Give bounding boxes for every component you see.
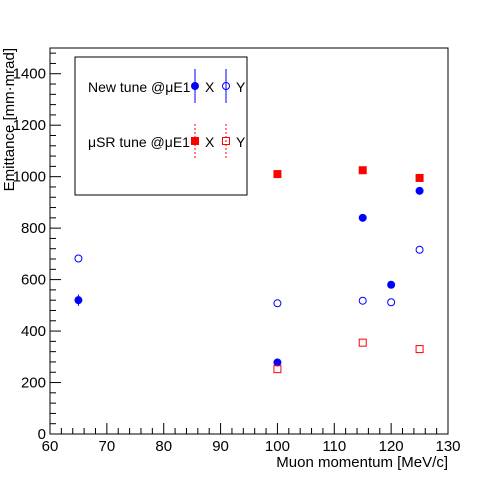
data-point bbox=[387, 298, 396, 307]
data-point bbox=[273, 299, 282, 308]
legend-box bbox=[74, 56, 248, 196]
y-tick-label: 1400 bbox=[13, 66, 46, 83]
y-tick-label: 0 bbox=[38, 426, 46, 443]
legend-label-musr-tune-x: X bbox=[205, 134, 215, 150]
y-tick-label: 600 bbox=[21, 272, 46, 289]
data-point bbox=[358, 166, 367, 175]
data-point bbox=[74, 254, 83, 263]
y-tick-label: 200 bbox=[21, 375, 46, 392]
legend-marker bbox=[191, 137, 199, 145]
plot-frame bbox=[49, 47, 449, 435]
x-tick-label: 100 bbox=[265, 438, 290, 455]
data-point bbox=[415, 345, 424, 354]
data-point bbox=[74, 296, 83, 305]
legend-label-musr-tune: μSR tune @μE1 bbox=[88, 134, 190, 150]
data-point bbox=[415, 245, 424, 254]
legend-marker bbox=[222, 137, 230, 145]
data-point bbox=[415, 186, 424, 195]
legend-label-new-tune-y: Y bbox=[236, 79, 246, 95]
x-axis-title: Muon momentum [MeV/c] bbox=[276, 454, 448, 471]
y-tick-label: 400 bbox=[21, 323, 46, 340]
x-tick-label: 90 bbox=[212, 438, 229, 455]
data-point bbox=[273, 358, 282, 367]
y-axis-title: Emittance [mm·mrad] bbox=[1, 48, 18, 191]
legend-markers bbox=[191, 69, 230, 158]
data-point bbox=[358, 338, 367, 347]
legend-label-musr-tune-y: Y bbox=[236, 134, 246, 150]
axis-tick-labels: 60 70 80 90 100 110 120 130 0 200 400 600 800 1000 120… bbox=[13, 66, 461, 455]
y-tick-label: 1200 bbox=[13, 117, 46, 134]
data-points bbox=[74, 166, 424, 374]
y-tick-label: 1000 bbox=[13, 169, 46, 186]
data-point bbox=[415, 173, 424, 182]
x-tick-label: 120 bbox=[379, 438, 404, 455]
legend-marker bbox=[222, 82, 230, 90]
x-tick-label: 110 bbox=[322, 438, 346, 455]
legend-marker bbox=[191, 82, 199, 90]
x-tick-label: 70 bbox=[99, 438, 116, 455]
data-point bbox=[358, 213, 367, 222]
data-point bbox=[387, 280, 396, 289]
data-point bbox=[358, 296, 367, 305]
y-tick-label: 800 bbox=[21, 220, 46, 237]
x-tick-label: 80 bbox=[155, 438, 172, 455]
legend: New tune @μE1 X Y μSR tune @μE1 X Y bbox=[74, 56, 248, 196]
x-tick-label: 130 bbox=[435, 438, 460, 455]
legend-label-new-tune: New tune @μE1 bbox=[88, 79, 191, 95]
data-point bbox=[273, 170, 282, 179]
legend-label-new-tune-x: X bbox=[205, 79, 215, 95]
data-point bbox=[273, 365, 282, 374]
x-tick-label: 60 bbox=[42, 438, 59, 455]
